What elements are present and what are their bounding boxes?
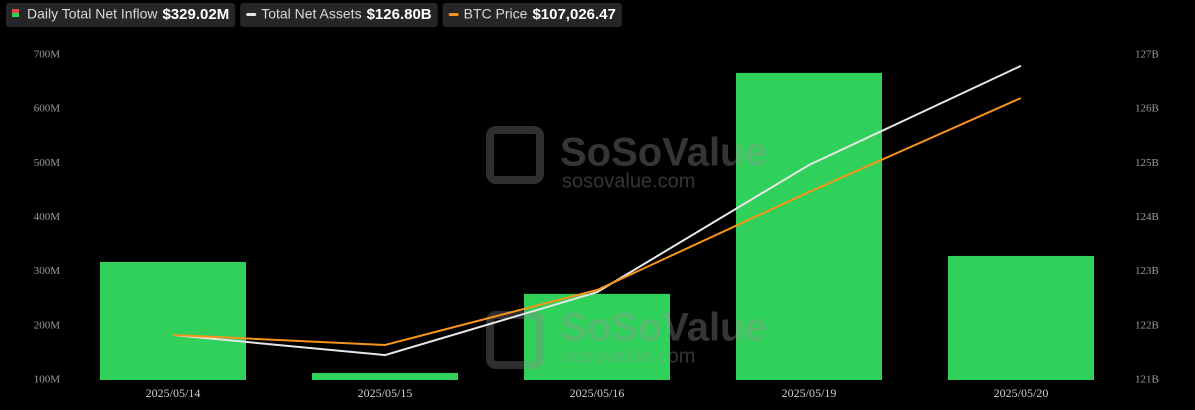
legend: Daily Total Net Inflow $329.02M Total Net … bbox=[6, 3, 622, 27]
legend-chip bbox=[240, 3, 438, 27]
y2-tick-label: 123B bbox=[1135, 265, 1159, 277]
x-tick-label: 2025/05/15 bbox=[358, 386, 413, 400]
y-tick-label: 200M bbox=[34, 319, 61, 331]
legend-swatch bbox=[246, 13, 257, 16]
bar bbox=[948, 255, 1094, 380]
y-tick-label: 600M bbox=[34, 103, 61, 115]
bar bbox=[736, 72, 882, 380]
y-tick-label: 100M bbox=[34, 374, 61, 386]
legend-value: $107,026.47 bbox=[532, 6, 615, 23]
y2-tick-label: 121B bbox=[1135, 374, 1159, 386]
line bbox=[172, 64, 1022, 357]
legend-value: $126.80B bbox=[367, 6, 432, 23]
y-tick-label: 700M bbox=[34, 49, 61, 61]
legend-swatch bbox=[12, 13, 19, 17]
x-tick-label: 2025/05/19 bbox=[782, 386, 837, 400]
bar bbox=[100, 261, 246, 380]
y2-tick-label: 125B bbox=[1135, 157, 1159, 169]
y2-tick-label: 124B bbox=[1135, 211, 1159, 223]
y-tick-label: 400M bbox=[34, 211, 61, 223]
watermark-logo bbox=[486, 311, 544, 369]
x-tick-label: 2025/05/16 bbox=[570, 386, 625, 400]
line bbox=[172, 97, 1022, 347]
bar bbox=[524, 293, 670, 380]
legend-label: BTC Price bbox=[464, 6, 528, 22]
y2-tick-label: 127B bbox=[1135, 49, 1159, 61]
legend-chip bbox=[6, 3, 236, 27]
x-tick-label: 2025/05/20 bbox=[994, 386, 1049, 400]
legend-item: BTC Price $107,026.47 bbox=[442, 3, 622, 27]
legend-chip bbox=[442, 3, 622, 27]
watermark-brand: SoSoValue bbox=[560, 306, 767, 350]
watermark: SoSoValue sosovalue.com SoSoValue sosova… bbox=[486, 126, 767, 369]
legend-label: Total Net Assets bbox=[261, 6, 361, 22]
y-tick-label: 300M bbox=[34, 265, 61, 277]
legend-item: Total Net Assets $126.80B bbox=[240, 3, 438, 27]
watermark-site: sosovalue.com bbox=[562, 170, 695, 192]
y2-tick-label: 122B bbox=[1135, 319, 1159, 331]
watermark-logo bbox=[486, 126, 544, 184]
watermark-site: sosovalue.com bbox=[562, 345, 695, 367]
legend-swatch bbox=[448, 13, 459, 16]
watermark-brand: SoSoValue bbox=[560, 131, 767, 175]
legend-value: $329.02M bbox=[162, 6, 229, 23]
legend-swatch bbox=[12, 9, 19, 13]
bar bbox=[312, 372, 458, 380]
legend-item: Daily Total Net Inflow $329.02M bbox=[6, 3, 236, 27]
x-tick-label: 2025/05/14 bbox=[146, 386, 201, 400]
legend-label: Daily Total Net Inflow bbox=[27, 6, 158, 22]
y2-tick-label: 126B bbox=[1135, 103, 1159, 115]
y-tick-label: 500M bbox=[34, 157, 61, 169]
